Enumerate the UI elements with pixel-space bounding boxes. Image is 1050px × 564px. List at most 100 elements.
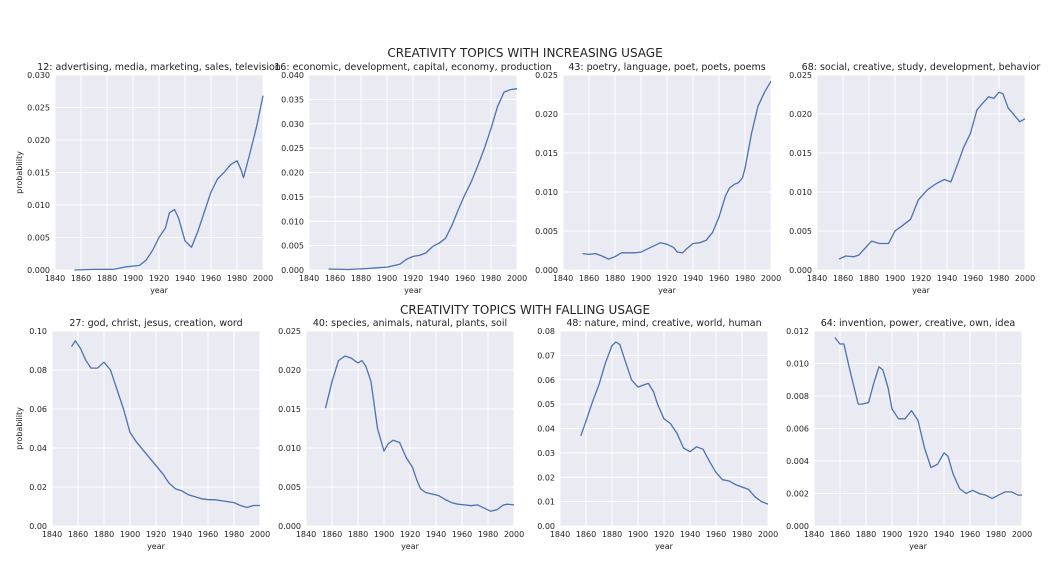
x-tick-label: 1880 — [94, 530, 114, 539]
x-tick-label: 1900 — [123, 274, 143, 283]
y-tick-label: 0.015 — [281, 193, 304, 202]
y-tick-label: 0.04 — [29, 444, 47, 453]
chart-panel: 1840 1860 1880 1900 1920 1940 1960 1980 2000 0.00… — [789, 62, 1040, 295]
x-tick-label: 1920 — [657, 274, 677, 283]
y-tick-label: 0.008 — [786, 392, 809, 401]
chart-title: 40: species, animals, natural, plants, s… — [313, 318, 507, 329]
chart-panel: 1840 1860 1880 1900 1920 1940 1960 1980 2000 0.00… — [537, 318, 778, 551]
chart-title: 16: economic, development, capital, econ… — [274, 62, 551, 73]
x-tick-label: 1860 — [576, 530, 596, 539]
x-tick-label: 1940 — [175, 274, 195, 283]
series-line — [328, 88, 518, 271]
x-tick-label: 1940 — [172, 530, 192, 539]
y-tick-label: 0.006 — [786, 425, 809, 434]
y-tick-label: 0.06 — [537, 376, 555, 385]
x-tick-label: 1920 — [146, 530, 166, 539]
y-tick-label: 0.040 — [281, 71, 304, 80]
series-line — [70, 340, 260, 509]
x-tick-label: 1920 — [149, 274, 169, 283]
chart-title: 48: nature, mind, creative, world, human — [566, 318, 761, 329]
x-tick-label: 1900 — [120, 530, 140, 539]
x-axis-label: year — [401, 542, 420, 551]
y-tick-label: 0.005 — [281, 242, 304, 251]
x-tick-label: 1920 — [654, 530, 674, 539]
y-tick-label: 0.015 — [789, 149, 812, 158]
chart-panel: 1840 1860 1880 1900 1920 1940 1960 1980 2000 0.00… — [535, 62, 781, 295]
chart-title: 43: poetry, language, poet, poets, poems — [568, 62, 765, 73]
x-tick-label: 1840 — [807, 274, 827, 283]
y-tick-label: 0.00 — [537, 522, 555, 531]
y-tick-label: 0.02 — [537, 473, 555, 482]
chart-title: 27: god, christ, jesus, creation, word — [69, 318, 242, 329]
x-tick-label: 1860 — [71, 274, 91, 283]
y-tick-label: 0.020 — [535, 110, 558, 119]
y-tick-label: 0.00 — [29, 522, 47, 531]
y-tick-label: 0.000 — [789, 266, 812, 275]
x-tick-label: 2000 — [1015, 274, 1035, 283]
y-tick-label: 0.015 — [535, 149, 558, 158]
x-tick-label: 1900 — [885, 274, 905, 283]
y-tick-label: 0.000 — [535, 266, 558, 275]
series-line — [580, 341, 769, 505]
x-tick-label: 1840 — [299, 274, 319, 283]
series-line — [834, 337, 1022, 500]
x-tick-label: 1840 — [804, 530, 824, 539]
x-tick-label: 1980 — [224, 530, 244, 539]
x-tick-label: 1980 — [227, 274, 247, 283]
x-tick-label: 1940 — [683, 274, 703, 283]
x-tick-label: 1860 — [325, 274, 345, 283]
y-tick-label: 0.030 — [281, 120, 304, 129]
x-tick-label: 1980 — [986, 530, 1006, 539]
x-tick-label: 2000 — [507, 274, 527, 283]
x-tick-label: 1980 — [989, 274, 1009, 283]
x-tick-label: 1880 — [856, 530, 876, 539]
x-tick-label: 1960 — [963, 274, 983, 283]
y-tick-label: 0.025 — [27, 104, 50, 113]
x-tick-label: 1940 — [680, 530, 700, 539]
x-tick-label: 2000 — [1012, 530, 1032, 539]
y-tick-label: 0.025 — [278, 327, 301, 336]
x-tick-label: 1860 — [830, 530, 850, 539]
x-tick-label: 1980 — [732, 530, 752, 539]
x-tick-label: 1880 — [602, 530, 622, 539]
x-tick-label: 1900 — [631, 274, 651, 283]
x-tick-label: 1860 — [579, 274, 599, 283]
y-tick-label: 0.005 — [535, 227, 558, 236]
y-tick-label: 0.10 — [29, 327, 47, 336]
x-tick-label: 1900 — [882, 530, 902, 539]
x-tick-label: 1920 — [403, 274, 423, 283]
y-tick-label: 0.010 — [789, 188, 812, 197]
x-tick-label: 1920 — [908, 530, 928, 539]
y-tick-label: 0.020 — [278, 366, 301, 375]
x-tick-label: 2000 — [250, 530, 270, 539]
y-tick-label: 0.004 — [786, 457, 809, 466]
x-tick-label: 1880 — [605, 274, 625, 283]
x-tick-label: 1900 — [374, 530, 394, 539]
y-tick-label: 0.04 — [537, 425, 555, 434]
y-tick-label: 0.010 — [786, 360, 809, 369]
y-tick-label: 0.03 — [537, 449, 555, 458]
series-line — [324, 355, 515, 512]
y-tick-label: 0.020 — [281, 169, 304, 178]
x-tick-label: 2000 — [253, 274, 273, 283]
y-tick-label: 0.06 — [29, 405, 47, 414]
y-tick-label: 0.030 — [27, 71, 50, 80]
y-tick-label: 0.005 — [27, 234, 50, 243]
y-tick-label: 0.000 — [27, 266, 50, 275]
y-tick-label: 0.002 — [786, 490, 809, 499]
y-tick-label: 0.025 — [281, 144, 304, 153]
x-tick-label: 1960 — [706, 530, 726, 539]
x-tick-label: 1900 — [628, 530, 648, 539]
y-tick-label: 0.035 — [281, 95, 304, 104]
y-tick-label: 0.08 — [537, 327, 555, 336]
y-tick-label: 0.025 — [535, 71, 558, 80]
x-tick-label: 1880 — [351, 274, 371, 283]
y-axis-label: probability — [15, 151, 24, 194]
chart-panel: 1840 1860 1880 1900 1920 1940 1960 1980 2000 0.00… — [15, 62, 281, 295]
y-tick-label: 0.05 — [537, 400, 555, 409]
x-tick-label: 1840 — [42, 530, 62, 539]
chart-panel: 1840 1860 1880 1900 1920 1940 1960 1980 2000 0.00… — [786, 318, 1032, 551]
series-line — [582, 80, 772, 260]
chart-title: 12: advertising, media, marketing, sales… — [37, 62, 281, 73]
